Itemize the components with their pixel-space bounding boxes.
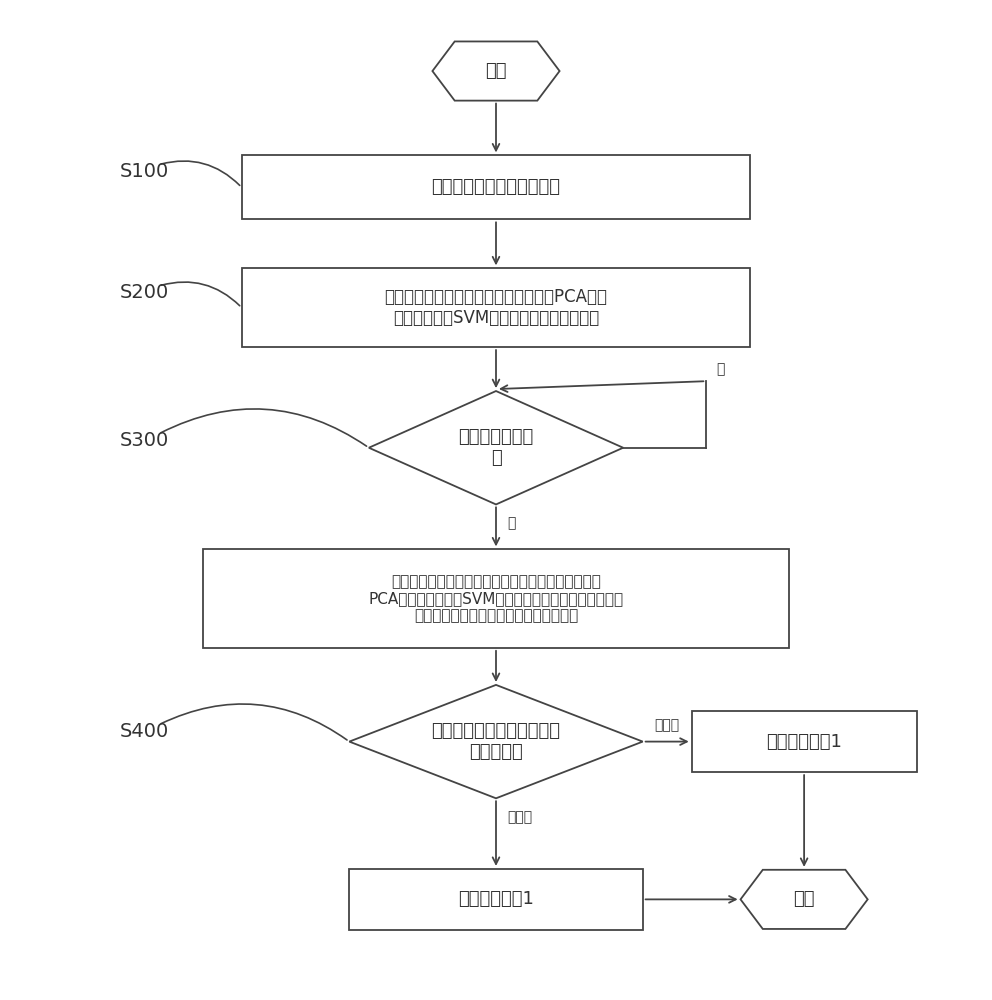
Text: 采集人体头肩模型图像样本: 采集人体头肩模型图像样本 bbox=[432, 178, 560, 196]
Text: 采集当前帧图像内的运动目标，对所述运动目标进行
PCA特征提取，利用SVM分类器对运动目标与样本进行匹
配分类，若所述运动目标为人体头肩图像: 采集当前帧图像内的运动目标，对所述运动目标进行 PCA特征提取，利用SVM分类器… bbox=[368, 574, 624, 624]
Polygon shape bbox=[740, 870, 868, 929]
FancyArrowPatch shape bbox=[162, 282, 240, 306]
FancyArrowPatch shape bbox=[161, 409, 367, 446]
FancyBboxPatch shape bbox=[691, 711, 917, 772]
Text: 判定电梯是否开
门: 判定电梯是否开 门 bbox=[458, 428, 534, 467]
Text: S400: S400 bbox=[119, 722, 169, 741]
Text: 结束: 结束 bbox=[794, 890, 814, 908]
Text: 对所采集的人体头肩模型图像样本进行PCA特征
提取，并送入SVM训练器中训练生成样本库: 对所采集的人体头肩模型图像样本进行PCA特征 提取，并送入SVM训练器中训练生成… bbox=[385, 288, 607, 327]
Text: S300: S300 bbox=[119, 431, 169, 450]
FancyArrowPatch shape bbox=[162, 161, 240, 185]
Text: 开始: 开始 bbox=[485, 62, 507, 80]
Polygon shape bbox=[433, 41, 559, 101]
FancyArrowPatch shape bbox=[161, 704, 347, 740]
FancyBboxPatch shape bbox=[349, 869, 643, 930]
Text: 进电梯: 进电梯 bbox=[508, 810, 533, 824]
Text: 进电梯人数加1: 进电梯人数加1 bbox=[458, 890, 534, 908]
FancyBboxPatch shape bbox=[242, 268, 750, 347]
Text: S100: S100 bbox=[119, 162, 169, 181]
Text: 出电梯: 出电梯 bbox=[655, 718, 680, 732]
Polygon shape bbox=[369, 391, 623, 504]
Text: 判定所述运动目标为进电梯
还是出电梯: 判定所述运动目标为进电梯 还是出电梯 bbox=[432, 722, 560, 761]
Text: 出电梯人数加1: 出电梯人数加1 bbox=[766, 733, 842, 751]
Text: S200: S200 bbox=[119, 283, 169, 302]
FancyBboxPatch shape bbox=[202, 549, 790, 648]
Text: 是: 是 bbox=[508, 516, 516, 530]
FancyBboxPatch shape bbox=[242, 155, 750, 219]
Polygon shape bbox=[349, 685, 643, 798]
Text: 否: 否 bbox=[716, 362, 724, 376]
